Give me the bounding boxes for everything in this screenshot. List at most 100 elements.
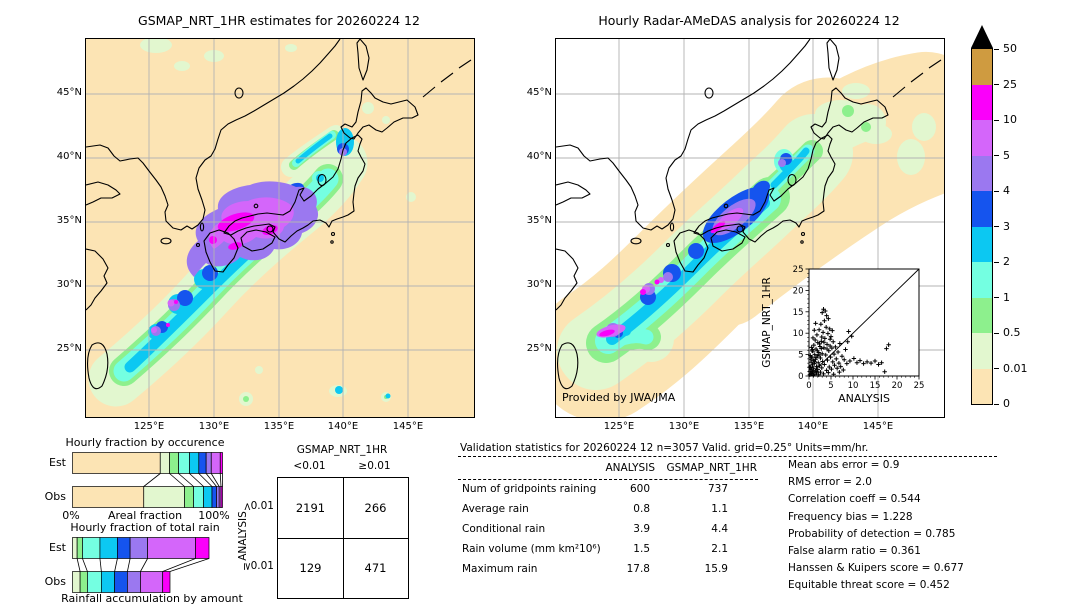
- contingency-col-label-ge: ≥0.01: [358, 460, 391, 472]
- bar-segment: [178, 452, 190, 474]
- validation-row-label: Maximum rain: [462, 563, 538, 575]
- bar-segment: [211, 486, 217, 508]
- lon-tick-label: 145°E: [392, 421, 424, 432]
- lon-tick-label: 125°E: [133, 421, 165, 432]
- occurrence-xmin-label: 0%: [62, 509, 80, 522]
- lon-tick-label: 130°E: [198, 421, 230, 432]
- colorbar-tick-label: 5: [1003, 148, 1010, 162]
- validation-value-analysis: 1.5: [633, 543, 650, 555]
- colorbar-tick: [994, 261, 999, 263]
- contingency-cell-hits-none: 2191: [278, 478, 344, 539]
- contingency-col-group-label: GSMAP_NRT_1HR: [296, 444, 388, 456]
- bar-segment: [169, 452, 179, 474]
- connector-line: [219, 473, 222, 487]
- inset-y-tick-label: 0: [798, 372, 803, 382]
- colorbar-tick-label: 0.01: [1003, 361, 1028, 375]
- inset-ylabel: GSMAP_NRT_1HR: [761, 277, 773, 368]
- lon-tick-label: 145°E: [862, 421, 894, 432]
- bar-segment: [101, 571, 115, 593]
- credit-text: Provided by JWA/JMA: [562, 391, 676, 404]
- lon-tick-label: 135°E: [733, 421, 765, 432]
- connector-line: [205, 473, 217, 487]
- colorbar-segment: [972, 297, 992, 333]
- colorbar-tick-label: 10: [1003, 113, 1017, 126]
- validation-row-label: Num of gridpoints raining: [462, 483, 597, 495]
- inset-y-tick-label: 25: [793, 265, 804, 275]
- inset-y-tick-label: 5: [798, 351, 803, 361]
- contingency-row-label-lt: <0.01: [240, 500, 274, 512]
- inset-x-tick-label: 15: [870, 381, 881, 391]
- lat-tick-label: 30°N: [526, 279, 552, 290]
- bar-segment: [99, 537, 118, 559]
- overflow-triangle: [971, 25, 993, 48]
- lon-tick-label: 140°E: [327, 421, 359, 432]
- colorbar-tick-label: 50: [1003, 42, 1017, 55]
- bar-segment: [72, 486, 145, 508]
- right-map-panel: Provided by JWA/JMA 0 0 5 5 10 10 15 15 20 20 25 25…: [527, 38, 945, 432]
- colorbar-tick: [994, 403, 999, 405]
- bar-segment: [198, 452, 207, 474]
- validation-col-analysis: ANALYSIS: [605, 462, 655, 474]
- validation-value-analysis: 3.9: [633, 523, 650, 535]
- validation-value-gsmap: 2.1: [711, 543, 728, 555]
- bar-segment: [143, 486, 185, 508]
- colorbar-segment: [972, 262, 992, 298]
- colorbar-segment: [972, 226, 992, 262]
- right-map-title: Hourly Radar-AMeDAS analysis for 2026022…: [598, 13, 900, 28]
- connector-line: [178, 473, 194, 487]
- lat-tick-label: 30°N: [56, 279, 82, 290]
- colorbar-bar: [971, 48, 993, 405]
- bar-segment: [159, 452, 170, 474]
- occurrence-est-label: Est: [49, 456, 66, 469]
- contingency-cell-false-alarm: 266: [343, 478, 408, 539]
- validation-row-label: Rain volume (mm km²10⁶): [462, 543, 601, 555]
- lon-tick-label: 135°E: [263, 421, 295, 432]
- bar-segment: [76, 537, 83, 559]
- connector-line: [114, 558, 118, 572]
- connector-line: [169, 473, 185, 487]
- inset-y-tick-label: 20: [793, 286, 804, 296]
- colorbar-tick: [994, 84, 999, 85]
- inset-x-tick-label: 0: [806, 381, 811, 391]
- lat-tick-label: 40°N: [526, 151, 552, 162]
- bar-segment: [72, 452, 161, 474]
- score-row: False alarm ratio = 0.361: [788, 545, 921, 557]
- colorbar-segment: [972, 191, 992, 227]
- connector-line: [140, 558, 148, 572]
- validation-value-analysis: 600: [629, 483, 650, 495]
- colorbar-tick-label: 25: [1003, 77, 1017, 91]
- occurrence-xlabel: Areal fraction: [107, 509, 183, 522]
- bar-segment: [79, 571, 88, 593]
- contingency-cell-hits: 471: [364, 561, 387, 575]
- contingency-col-label-lt: <0.01: [293, 460, 326, 472]
- contingency-row-label-ge: ≥0.01: [240, 560, 274, 572]
- bar-segment: [193, 486, 204, 508]
- inset-xlabel: ANALYSIS: [838, 392, 890, 405]
- connector-line: [143, 473, 161, 487]
- colorbar-tick: [994, 226, 999, 227]
- total-rain-caption: Rainfall accumulation by amount: [61, 592, 243, 605]
- divider: [458, 456, 997, 457]
- colorbar-tick: [994, 332, 999, 334]
- bar-segment: [184, 486, 194, 508]
- score-row: RMS error = 2.0: [788, 476, 872, 489]
- validation-col-gsmap: GSMAP_NRT_1HR: [666, 462, 757, 474]
- bar-segment: [147, 537, 196, 559]
- lat-tick-label: 45°N: [56, 87, 82, 98]
- validation-value-analysis: 0.8: [633, 503, 650, 515]
- lat-tick-label: 40°N: [56, 151, 82, 162]
- bar-segment: [219, 452, 223, 474]
- bar-segment: [216, 486, 220, 508]
- contingency-row-group-label: ANALYSIS: [237, 511, 249, 561]
- left-map-plot: [86, 39, 474, 417]
- score-row: Hanssen & Kuipers score = 0.677: [788, 562, 964, 575]
- colorbar-segment: [972, 155, 992, 191]
- inset-x-tick-label: 20: [892, 381, 903, 391]
- validation-value-gsmap: 4.4: [711, 523, 728, 535]
- lat-tick-label: 25°N: [526, 343, 552, 354]
- total-rain-chart-title: Hourly fraction of total rain: [70, 521, 220, 534]
- validation-value-gsmap: 737: [707, 483, 728, 495]
- colorbar-tick-label: 3: [1003, 219, 1010, 233]
- bar-segment: [72, 537, 78, 559]
- validation-value-gsmap: 1.1: [711, 503, 728, 515]
